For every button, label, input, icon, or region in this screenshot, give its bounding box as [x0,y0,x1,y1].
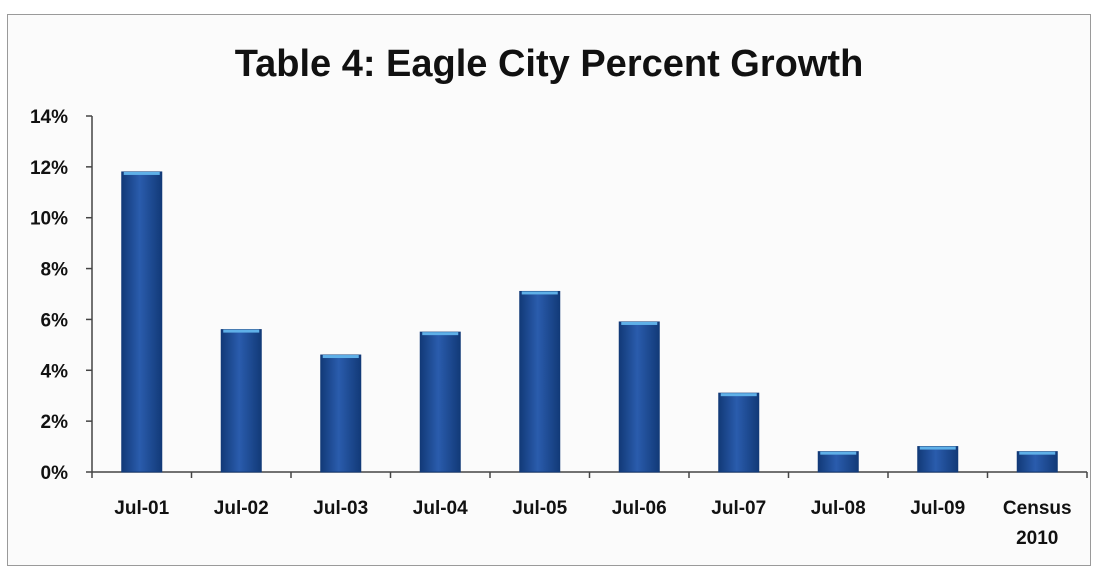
chart-frame [7,14,1091,566]
x-tick-label: Jul-08 [811,498,866,519]
bar-top-highlight [820,451,857,455]
bar [121,171,163,473]
x-tick-label: Jul-09 [910,498,965,519]
bar [1016,451,1058,473]
bar [220,329,262,473]
x-tick-label: Census 2010 [1003,498,1072,549]
x-tick-label: Jul-01 [114,498,169,519]
y-tick-label: 14% [30,107,68,128]
chart-title: Table 4: Eagle City Percent Growth [235,43,864,85]
bar [320,354,362,473]
x-tick-label: Jul-04 [413,498,468,519]
bar-top-highlight [223,329,260,333]
bar [917,446,959,473]
bar [817,451,859,473]
bar [419,331,461,473]
y-tick-label: 0% [41,463,69,484]
bar [519,290,561,473]
x-tick-label: Jul-05 [512,498,567,519]
bar [618,321,660,473]
bar-top-highlight [720,393,757,397]
bar-top-highlight [123,171,160,175]
bar-top-highlight [621,321,658,325]
y-tick-label: 12% [30,158,68,179]
y-tick-label: 6% [41,310,69,331]
bar-top-highlight [322,355,359,359]
x-tick-label: Jul-07 [711,498,766,519]
y-tick-label: 10% [30,209,68,230]
x-tick-label: Jul-03 [313,498,368,519]
bar [718,392,760,473]
x-tick-label: Jul-02 [214,498,269,519]
y-tick-label: 4% [41,361,69,382]
bar-top-highlight [422,332,459,336]
y-tick-label: 2% [41,412,69,433]
x-tick-label: Jul-06 [612,498,667,519]
bar-top-highlight [919,446,956,450]
bar-top-highlight [1019,451,1056,455]
y-tick-label: 8% [41,260,69,281]
x-tick-labels: Jul-01 Jul-02 Jul-03 Jul-04 Jul-05 Jul-06 Jul-… [114,498,1071,549]
bar-top-highlight [521,291,558,295]
y-tick-labels: 0% 2% 4% 6% 8% 10% 12% 14% [30,107,68,484]
bars [121,171,1058,473]
